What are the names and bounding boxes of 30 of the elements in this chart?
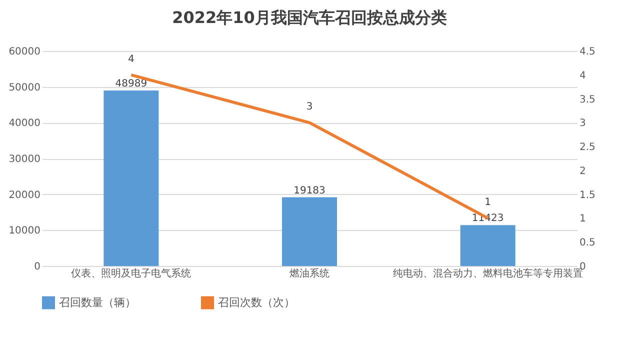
- y2-tick-label: 4: [580, 70, 586, 82]
- y-tick-label: 10000: [8, 226, 40, 237]
- data-label: 3: [306, 102, 313, 113]
- y2-tick-label: 0.5: [580, 238, 596, 249]
- bar: [104, 90, 159, 266]
- y-tick-label: 0: [34, 262, 40, 272]
- y-tick-label: 30000: [8, 154, 40, 165]
- y2-tick-label: 3: [580, 118, 586, 130]
- chart-title: 2022年10月我国汽车召回按总成分类: [172, 8, 447, 27]
- x-tick-label: 燃油系统: [290, 268, 330, 280]
- x-tick-label: 仪表、照明及电子电气系统: [71, 268, 192, 280]
- y2-tick-label: 2.5: [580, 142, 596, 154]
- data-label: 19183: [294, 185, 326, 196]
- y-tick-label: 40000: [8, 118, 40, 130]
- y-tick-label: 60000: [8, 46, 40, 58]
- y2-tick-label: 1.5: [580, 190, 596, 201]
- y2-tick-label: 1: [580, 214, 586, 225]
- y2-tick-label: 2: [580, 166, 586, 177]
- legend-label: 召回数量（辆）: [59, 296, 136, 309]
- legend-label: 召回次数（次）: [218, 296, 295, 309]
- bar: [282, 197, 337, 266]
- data-label: 1: [484, 197, 492, 208]
- y-tick-label: 20000: [8, 190, 40, 201]
- y2-tick-label: 4.5: [580, 46, 596, 58]
- bar: [460, 225, 516, 266]
- data-label: 48989: [115, 78, 148, 90]
- y-tick-label: 50000: [8, 82, 40, 94]
- x-tick-label: 纯电动、混合动力、燃料电池车等专用装置: [392, 268, 583, 280]
- y2-tick-label: 3.5: [580, 94, 596, 106]
- data-label: 4: [128, 54, 134, 65]
